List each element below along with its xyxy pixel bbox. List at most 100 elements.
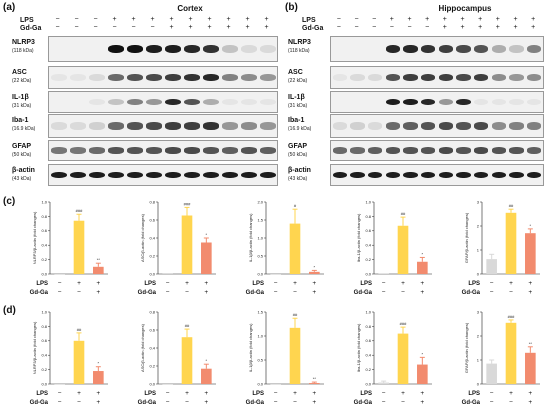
panel-c-chart-5-gdga-sym-1: − xyxy=(489,289,494,296)
hippocampus-gdga-lane-8: + xyxy=(460,24,465,31)
cortex-band-nlrp3-12 xyxy=(259,45,276,53)
hippocampus-lps-lane-8: + xyxy=(460,16,465,23)
panel-c-chart-2-gdga-sym-3: + xyxy=(204,289,209,296)
panel-d-chart-2-lps-sym-3: + xyxy=(204,390,209,397)
panel-c-chart-3-yticklabel-3: 1.5 xyxy=(257,217,263,222)
hippocampus-band-iba1-1 xyxy=(332,122,348,130)
panel-d-chart-2-lps-sym-2: + xyxy=(185,390,189,397)
cortex-band-actin-3 xyxy=(88,171,105,179)
panel-c-chart-3-lps-sym-2: + xyxy=(293,280,297,287)
cortex-gdga-lane-4: − xyxy=(112,24,117,31)
hippocampus-band-gfap-1 xyxy=(332,147,348,154)
panel-d-chart-1-ylabel: NLRP3/β-actin (fold changes) xyxy=(32,321,37,374)
cortex-band-nlrp3-8 xyxy=(183,45,200,53)
panel-d-chart-4-bar-1 xyxy=(378,382,389,384)
cortex-band-asc-10 xyxy=(221,74,238,81)
hippocampus-band-asc-5 xyxy=(403,74,418,81)
panel-d-chart-5-sig-3: ** xyxy=(529,341,533,346)
panel-c-chart-2-bar-1 xyxy=(162,273,173,274)
cortex-band-asc-11 xyxy=(240,74,257,81)
panel-d-chart-5-lps-sym-2: + xyxy=(509,390,513,397)
panel-d-chart-3-lps-sym-2: + xyxy=(293,390,297,397)
panel-c-chart-5-gdga-label: Gd-Ga xyxy=(461,290,480,296)
panel-c-chart-4-ylabel: Iba-1/β-actin (fold changes) xyxy=(356,213,361,262)
hippocampus-band-il1-11 xyxy=(509,98,524,106)
panel-d-chart-5-yticklabel-1: 1 xyxy=(477,357,480,362)
cortex-band-asc-6 xyxy=(145,74,162,81)
panel-c-chart-2-bar-3 xyxy=(201,242,212,274)
panel-d-chart-1-gdga-sym-2: − xyxy=(77,399,81,406)
panel-d-chart-1-lps-sym-2: + xyxy=(77,390,81,397)
panel-c-chart-1: NLRP3/β-actin (fold changes) 0.0 0.2 0.4 0.6… xyxy=(32,199,108,276)
panel-c-chart-3-sig-2: # xyxy=(294,203,297,208)
panel-c-chart-1-bar-3 xyxy=(93,266,104,274)
hippocampus-marker-size-actin: (43 kDa) xyxy=(288,176,308,182)
panel-d-chart-4-gdga-sym-2: − xyxy=(401,399,405,406)
panel-c-chart-2-gdga-sym-2: − xyxy=(185,289,189,296)
panel-d-chart-1-lps-sym-1: − xyxy=(57,390,62,397)
hippocampus-band-asc-9 xyxy=(473,74,489,81)
panel-d-chart-1-yticklabel-5: 1.0 xyxy=(41,309,47,314)
panel-b-letter: (b) xyxy=(285,2,298,13)
hippocampus-band-il1-9 xyxy=(473,98,489,106)
panel-c-chart-2-gdga-sym-1: − xyxy=(165,289,170,296)
hippocampus-marker-size-il1: (31 kDa) xyxy=(288,103,308,109)
panel-c-chart-4-yticklabel-3: 0.6 xyxy=(365,228,371,233)
panel-d-letter: (d) xyxy=(3,305,16,316)
panel-c-chart-4-gdga-sym-2: − xyxy=(401,289,405,296)
panel-d-chart-3: IL-1β/β-actin (fold changes) 0.0 0.5 1.0 1.5… xyxy=(248,309,324,386)
panel-c-chart-4-bar-1 xyxy=(378,273,389,274)
panel-c-chart-2-yticklabel-4: 0.8 xyxy=(149,199,155,204)
cortex-band-asc-8 xyxy=(183,74,200,81)
cortex-band-actin-12 xyxy=(259,171,276,179)
panel-c-chart-2-bar-2 xyxy=(181,215,193,274)
hippocampus-band-asc-4 xyxy=(385,74,401,81)
cortex-lps-lane-4: + xyxy=(112,16,117,23)
hippocampus-strip-il1 xyxy=(330,91,544,113)
cortex-band-actin-5 xyxy=(126,171,143,179)
panel-d-chart-3-gdga-sym-2: − xyxy=(293,399,297,406)
panel-d-chart-2-lps-sym-1: − xyxy=(165,390,170,397)
cortex-lps-lane-9: + xyxy=(207,16,212,23)
panel-c-chart-2-lps-sym-1: − xyxy=(165,280,170,287)
hippocampus-band-iba1-7 xyxy=(438,122,454,130)
hippocampus-lps-lane-4: + xyxy=(389,16,394,23)
hippocampus-gdga-lane-5: − xyxy=(407,24,412,31)
hippocampus-band-actin-8 xyxy=(456,171,471,179)
hippocampus-gdga-lane-1: − xyxy=(336,24,341,31)
hippocampus-band-nlrp3-9 xyxy=(473,45,489,53)
cortex-band-iba1-2 xyxy=(69,122,86,130)
panel-c-chart-3-gdga-label: Gd-Ga xyxy=(245,290,264,296)
panel-c-chart-4-lps-sym-3: + xyxy=(420,280,425,287)
panel-d-chart-4-gdga-label: Gd-Ga xyxy=(353,400,372,406)
hippocampus-strip-nlrp3 xyxy=(330,36,544,62)
hippocampus-gdga-lane-10: + xyxy=(495,24,500,31)
panel-d-chart-3-yticklabel-0: 0.0 xyxy=(257,381,263,386)
cortex-lps-lane-5: + xyxy=(131,16,136,23)
hippocampus-band-actin-10 xyxy=(491,171,507,179)
cortex-gdga-lane-1: − xyxy=(55,24,60,31)
panel-c-chart-2-yticklabel-1: 0.2 xyxy=(149,253,155,258)
panel-d-chart-1-yticklabel-4: 0.8 xyxy=(41,324,47,329)
cortex-marker-nlrp3: NLRP3 xyxy=(12,39,35,46)
cortex-band-asc-7 xyxy=(164,74,181,81)
panel-d-chart-1-lps-label: LPS xyxy=(36,391,48,397)
panel-c-chart-2: ASC/β-actin (fold changes) 0.0 0.2 0.4 0.6 0.… xyxy=(140,199,216,276)
panel-d-chart-2-yticklabel-3: 0.6 xyxy=(149,327,155,332)
panel-d-chart-4-lps-label: LPS xyxy=(360,391,372,397)
cortex-gdga-lane-3: − xyxy=(93,24,98,31)
hippocampus-band-asc-6 xyxy=(420,74,436,81)
panel-c-chart-5-sig-2: ## xyxy=(509,203,514,208)
hippocampus-band-nlrp3-5 xyxy=(403,45,418,53)
cortex-gdga-lane-11: + xyxy=(245,24,250,31)
panel-c-chart-3-gdga-sym-2: − xyxy=(293,289,297,296)
hippocampus-band-nlrp3-8 xyxy=(456,45,471,53)
panel-d-chart-3-yticklabel-2: 1.0 xyxy=(257,333,263,338)
cortex-band-iba1-7 xyxy=(164,122,181,130)
hippocampus-band-asc-1 xyxy=(332,74,348,81)
panel-c-chart-3-lps-sym-1: − xyxy=(273,280,278,287)
panel-c-chart-3-yticklabel-2: 1.0 xyxy=(257,235,263,240)
panel-c-chart-4-lps-sym-2: + xyxy=(401,280,405,287)
panel-d-chart-4-ylabel: Iba-1/β-actin (fold changes) xyxy=(356,323,361,372)
